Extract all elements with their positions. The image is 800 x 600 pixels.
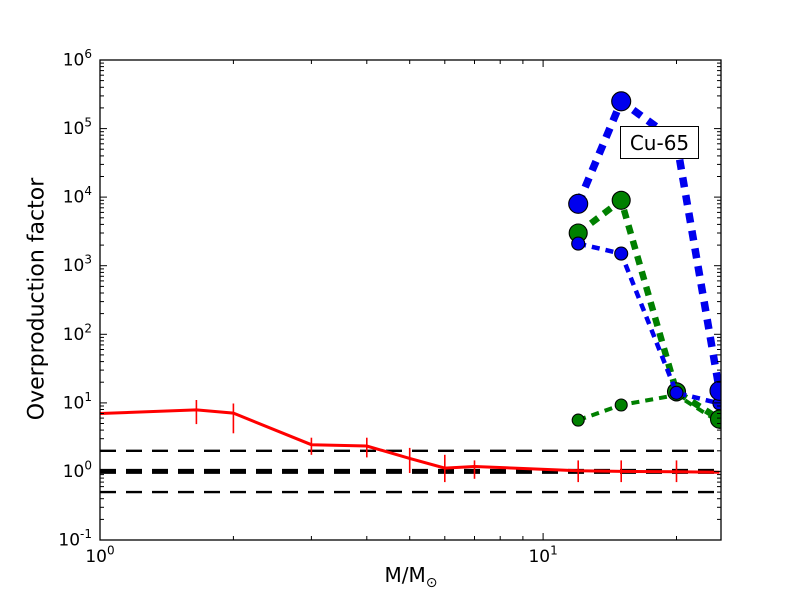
series-line [574,95,721,392]
x-axis-label-main: M/M [384,563,426,587]
data-point-marker [611,91,632,112]
y-axis-label: Overproduction factor [24,177,50,421]
series-line [577,241,721,406]
data-point-marker [614,398,628,412]
solar-mass-symbol: ⊙ [425,575,438,591]
data-point-marker [614,246,629,261]
data-point-marker [568,193,589,214]
series-blue-thin-dashed-massive-models [571,236,721,411]
isotope-annotation-box: Cu-65 [620,126,699,159]
data-point-marker [571,236,586,251]
series-red-solid-low-mass-models [100,400,720,483]
data-point-marker [669,385,684,400]
series-line [100,408,720,474]
data-point-marker [709,380,721,401]
series-line [576,194,721,422]
data-point-marker [571,413,585,427]
plot-border [99,59,722,541]
x-axis-label: M/M⊙ [385,563,438,591]
data-point-marker [611,190,631,210]
